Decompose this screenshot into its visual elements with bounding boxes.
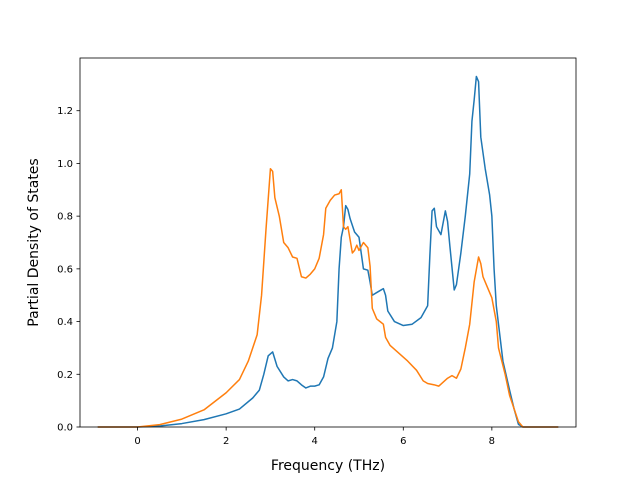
x-tick-label: 4 (312, 436, 318, 447)
series-line-2 (97, 167, 559, 428)
x-tick-label: 0 (134, 436, 140, 447)
y-tick-label: 1.0 (57, 159, 73, 170)
series-layer (97, 75, 559, 428)
y-tick-label: 0.6 (57, 264, 73, 275)
y-tick-label: 1.2 (57, 106, 73, 117)
x-tick-label: 8 (489, 436, 495, 447)
axis-layer: 0 2 4 6 8 0.0 0.2 0.4 0.6 0.8 1.0 1.2 (57, 106, 495, 447)
x-tick-label: 6 (400, 436, 406, 447)
y-tick-label: 0.8 (57, 212, 73, 223)
y-axis-label: Partial Density of States (26, 158, 42, 326)
x-axis-label: Frequency (THz) (271, 458, 385, 474)
y-tick-label: 0.2 (57, 370, 73, 381)
y-tick-label: 0.4 (57, 317, 73, 328)
series-line-1 (97, 75, 559, 428)
plot-area-frame (79, 57, 577, 428)
x-tick-label: 2 (223, 436, 229, 447)
y-tick-label: 0.0 (57, 423, 73, 434)
